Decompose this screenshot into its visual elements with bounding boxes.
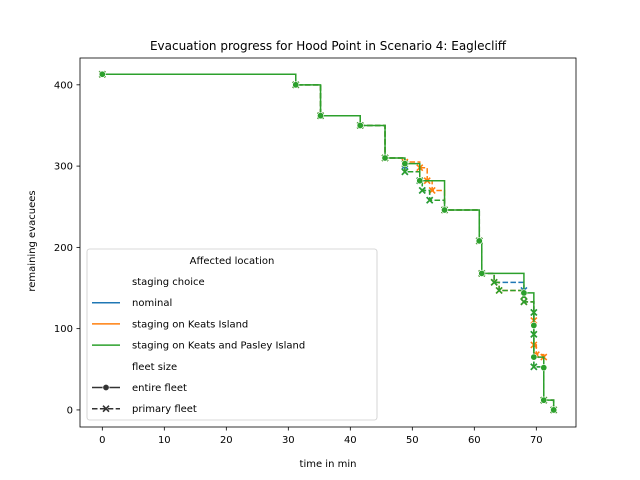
chart-title: Evacuation progress for Hood Point in Sc… <box>150 39 507 53</box>
data-point <box>475 237 483 245</box>
data-point <box>381 154 389 162</box>
x-axis-ticks: 0 10 20 30 40 50 60 70 <box>99 427 543 446</box>
data-point <box>98 70 106 78</box>
data-point <box>530 363 538 371</box>
data-point <box>418 186 426 195</box>
y-tick-label: 400 <box>54 80 73 91</box>
data-point <box>416 177 424 185</box>
legend: Affected location staging choice nominal st… <box>86 248 378 421</box>
y-tick-label: 100 <box>54 324 73 335</box>
data-point <box>530 353 538 361</box>
data-point <box>401 160 409 168</box>
data-point <box>401 168 409 176</box>
x-tick-label: 30 <box>282 435 295 446</box>
x-tick-label: 40 <box>344 435 357 446</box>
data-point <box>530 321 538 329</box>
y-axis-label: remaining evacuees <box>27 190 38 291</box>
data-point <box>292 81 300 89</box>
legend-marker <box>102 383 110 391</box>
data-point <box>317 112 325 120</box>
data-point <box>495 286 503 295</box>
y-tick-label: 0 <box>67 405 73 416</box>
data-point <box>356 121 364 129</box>
legend-entry: staging on Keats and Pasley Island <box>132 341 305 352</box>
data-point <box>550 406 558 414</box>
legend-entry: nominal <box>132 298 172 309</box>
legend-entry: staging on Keats Island <box>132 319 248 330</box>
plot-area <box>98 70 558 414</box>
legend-box <box>86 248 378 421</box>
x-axis-label: time in min <box>300 459 357 470</box>
legend-title: Affected location <box>190 256 275 267</box>
axes-frame <box>79 57 577 428</box>
data-point <box>426 196 434 204</box>
legend-entry: entire fleet <box>132 383 187 394</box>
x-tick-label: 70 <box>530 435 543 446</box>
x-tick-label: 50 <box>406 435 419 446</box>
data-point <box>540 396 548 404</box>
legend-entry: primary fleet <box>132 404 197 415</box>
legend-subheader: fleet size <box>132 362 177 373</box>
x-tick-label: 20 <box>220 435 233 446</box>
y-axis-ticks: 0 100 200 300 400 <box>54 80 80 416</box>
data-point <box>520 289 528 297</box>
data-point <box>441 206 449 214</box>
x-tick-label: 0 <box>99 435 105 446</box>
legend-subheader: staging choice <box>132 277 205 288</box>
data-point <box>540 364 548 372</box>
x-tick-label: 60 <box>468 435 481 446</box>
data-point <box>478 269 486 277</box>
x-tick-label: 10 <box>158 435 171 446</box>
legend-marker <box>102 405 110 413</box>
series-staging-on-keats-and-pasley-island-entire-fleet <box>98 70 558 414</box>
data-point <box>520 298 528 306</box>
series-line <box>102 73 555 410</box>
y-tick-label: 300 <box>54 162 73 173</box>
y-tick-label: 200 <box>54 243 73 254</box>
data-point <box>490 278 498 286</box>
